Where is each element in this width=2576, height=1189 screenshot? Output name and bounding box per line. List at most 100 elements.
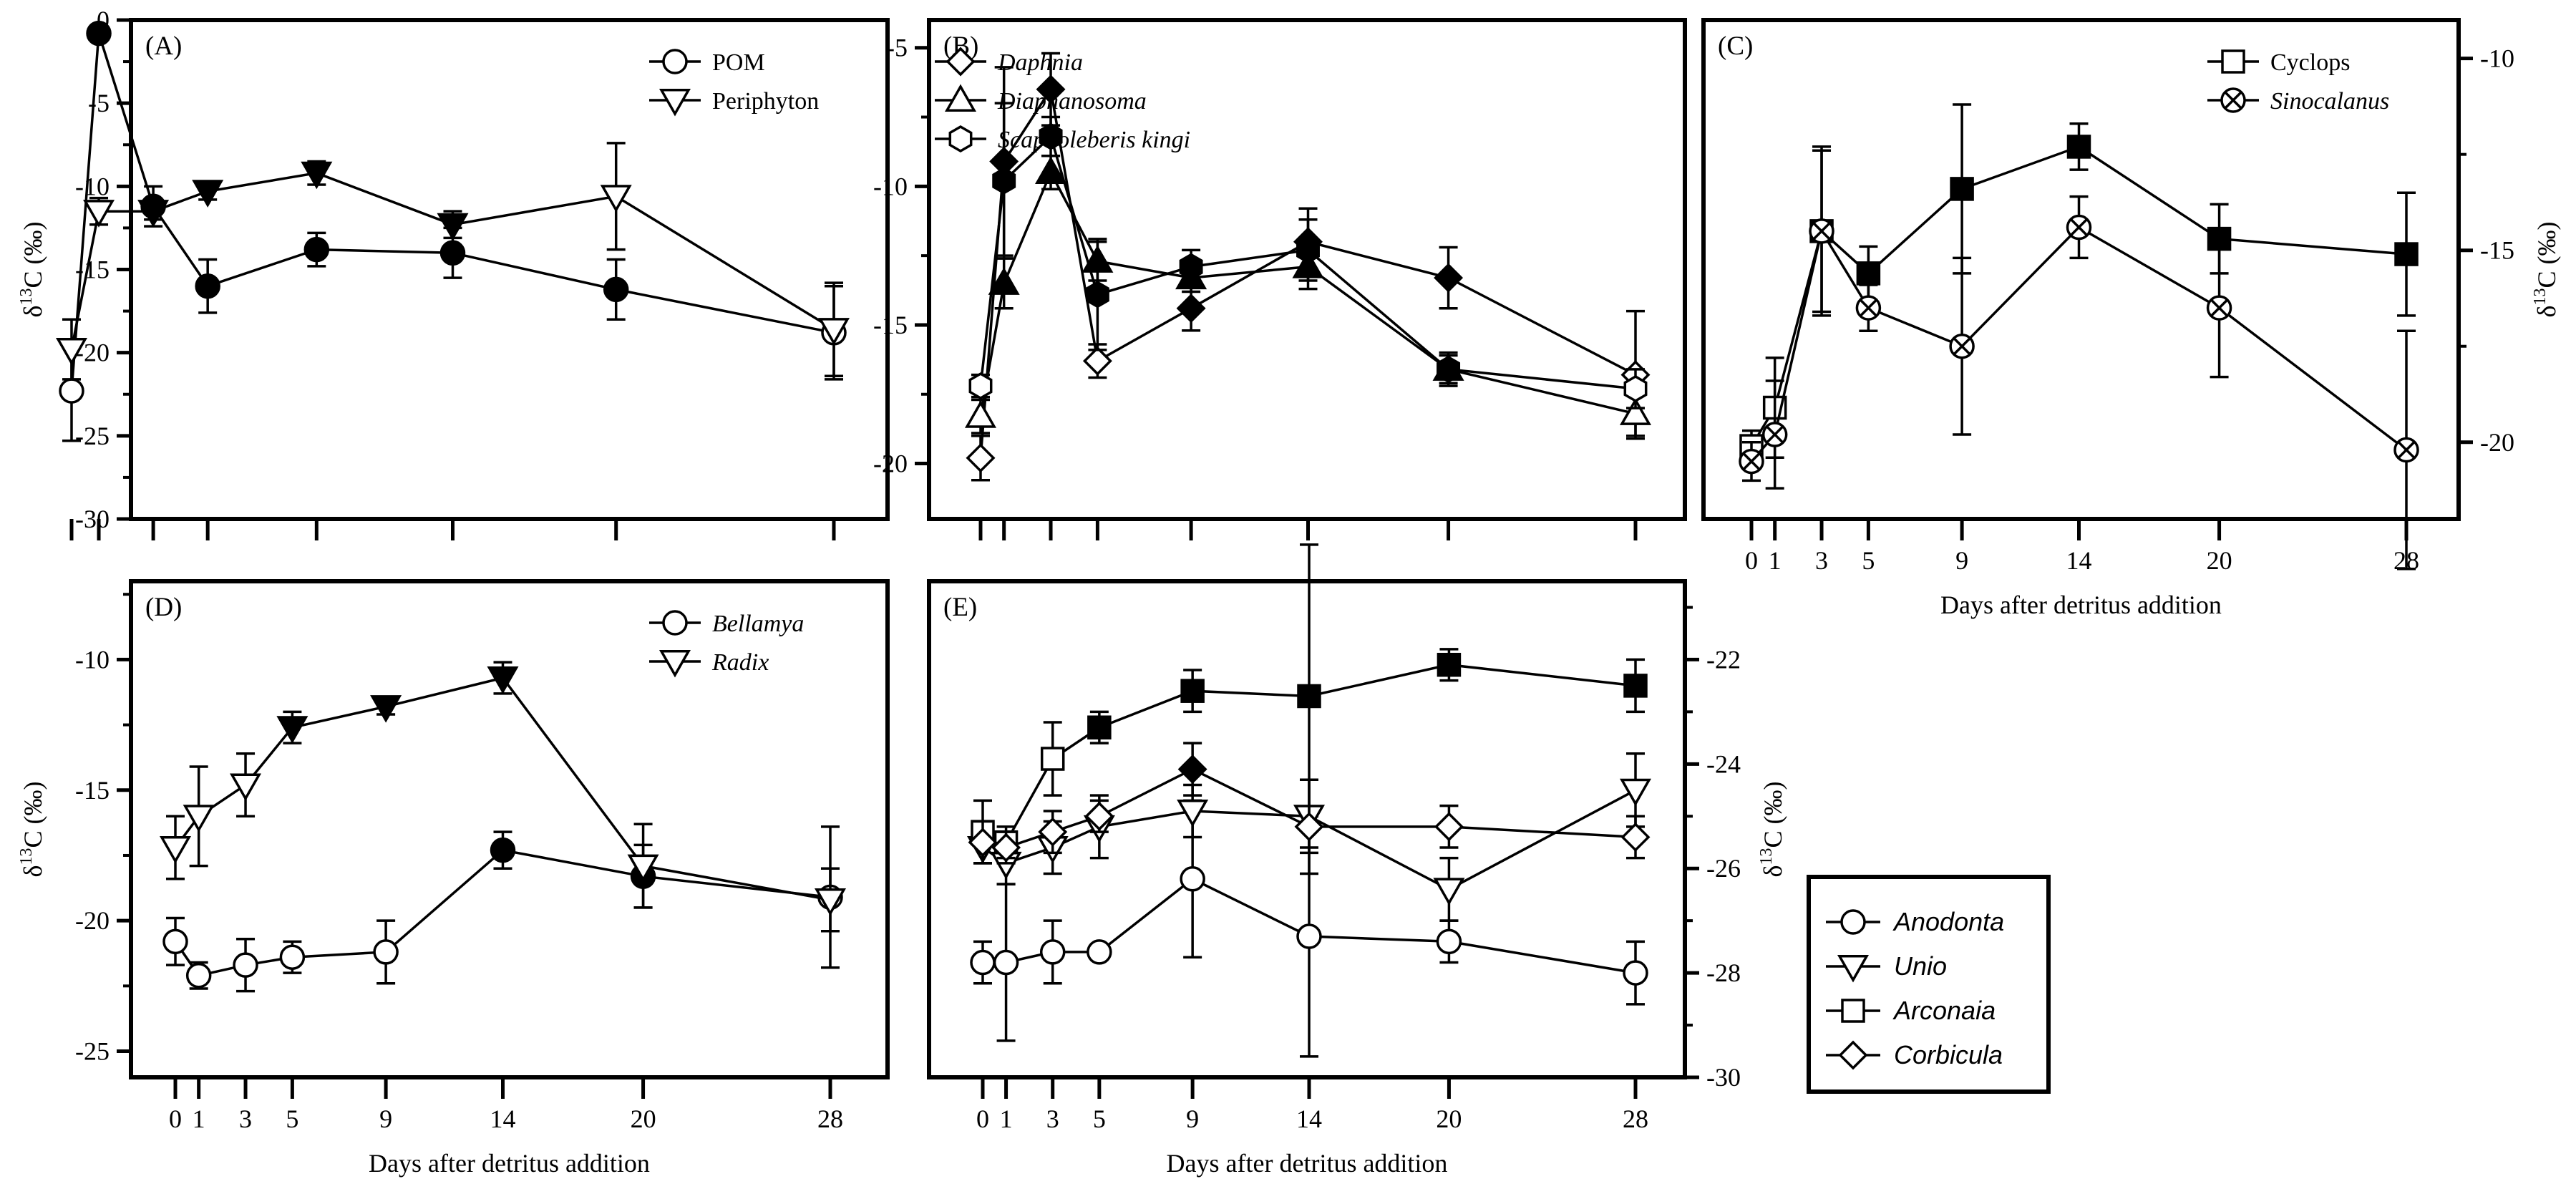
data-point [1619,778,1652,807]
legend-marker [948,125,973,153]
data-point [1036,74,1066,105]
data-point [1855,295,1882,321]
data-point [991,833,1021,863]
data-point [437,213,469,241]
data-point [1180,679,1205,703]
y-tick-label: -5 [886,34,908,62]
y-tick-label: -10 [873,172,908,200]
y-tick-label: -25 [75,1037,110,1066]
data-point [303,236,330,263]
x-axis-title: Days after detritus addition [369,1149,650,1178]
data-point [627,854,659,883]
data-point [1297,684,1321,709]
data-point [1949,333,1975,359]
data-point-cross-b [2069,218,2089,237]
legend-label: Sinocalanus [2270,88,2389,115]
series-sinocalanus [1739,149,2419,571]
legend-item: Anodonta [1826,907,2004,936]
legend-item: Daphnia [935,47,1083,77]
y-tick-label: -15 [75,776,110,805]
x-tick-label: 0 [169,1105,182,1133]
data-point [59,378,84,404]
y-tick-label: -15 [873,311,908,339]
data-point [1087,715,1112,740]
data-point-cross-b [1742,452,1761,471]
series-line [979,169,1636,417]
plot-frame [129,579,890,1079]
y-tick-label: -10 [75,645,110,674]
series-diaphanosoma [964,154,1652,437]
x-tick-label: 1 [1769,546,1782,575]
data-point [1177,799,1209,828]
y-tick-label: -25 [75,422,110,450]
series-line [982,663,1636,844]
x-tick-label: 14 [1296,1105,1322,1133]
legend-marker [1840,909,1866,935]
data-point [1177,754,1207,785]
data-point [1294,812,1324,842]
series-cyclops [1739,103,2419,463]
y-tick-label: -10 [75,172,110,200]
legend-label: Arconaia [1892,996,1996,1025]
data-point-cross-b [2210,299,2229,317]
data-point-cross-b [1765,425,1784,444]
data-point [1761,422,1788,447]
data-point [1437,652,1462,677]
legend-label: Anodonta [1892,907,2004,936]
x-tick-label: 9 [1186,1105,1199,1133]
y-tick-label: -24 [1706,749,1741,778]
legend-box-frame [1807,875,2051,1094]
panel-label: (E) [943,593,977,622]
panel-label: (D) [145,593,182,622]
x-tick-label: 28 [1623,1105,1648,1133]
x-tick-label: 9 [1955,546,1968,575]
legend-item: Corbicula [1826,1040,2003,1070]
y-tick-label: -22 [1706,645,1741,674]
x-tick-label: 3 [1046,1105,1059,1133]
data-point [1038,817,1068,847]
y-tick-label: -30 [1706,1063,1741,1092]
legend-marker [658,89,691,117]
data-point-cross-b [2397,440,2416,460]
data-point [1082,346,1112,376]
data-point [2394,242,2419,266]
legend-item: POM [649,49,765,76]
y-tick-label: -28 [1706,959,1741,987]
legend-marker [2220,87,2246,113]
y-axis-title: δ13C (‰) [17,222,47,318]
legend-marker [1838,1040,1868,1070]
legend-marker [662,610,688,636]
data-point [373,939,399,965]
data-point [1434,812,1464,842]
data-point [970,949,996,976]
x-tick-label: 1 [193,1105,205,1133]
data-point [988,267,1020,295]
data-point [814,888,847,916]
data-point [1623,674,1648,698]
data-point [1179,253,1203,281]
legend-item: Sinocalanus [2207,87,2389,115]
data-point [1623,374,1648,403]
data-point [603,276,629,303]
series-corbicula [968,742,1651,875]
data-point [192,180,224,208]
data-point [487,666,519,694]
data-point [964,400,997,428]
x-tick-label: 9 [379,1105,392,1133]
data-point-cross-b [1953,336,1971,356]
y-axis-title: δ13C (‰) [2531,222,2561,318]
data-point [1437,355,1461,383]
x-tick-label: 0 [1745,546,1758,575]
y-axis-title: δ13C (‰) [1757,782,1787,878]
data-point [83,200,115,228]
data-point [1085,281,1109,309]
data-point [1084,801,1114,831]
y-tick-label: -20 [873,450,908,478]
data-point [86,20,112,47]
data-point [185,963,212,989]
series-line [70,33,835,392]
legend-item: Radix [649,649,769,678]
data-point [2066,135,2091,159]
legend-marker [2221,49,2245,74]
